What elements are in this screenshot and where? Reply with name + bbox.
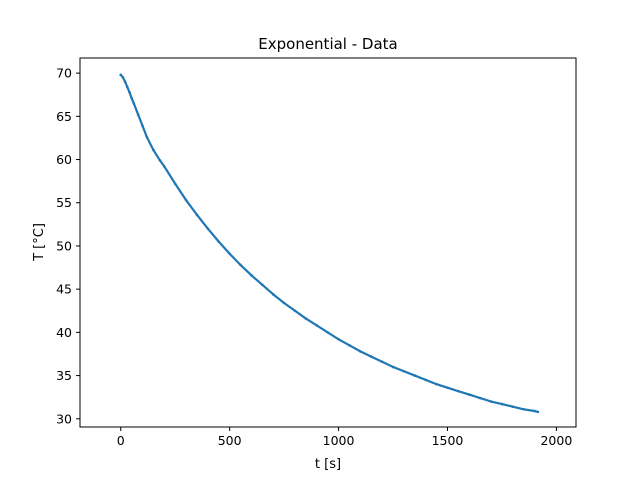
- data-point: [380, 360, 384, 364]
- y-tick-label: 65: [56, 109, 72, 124]
- data-point: [489, 400, 493, 403]
- series-layer: [119, 73, 540, 414]
- y-tick-label: 55: [56, 195, 72, 210]
- data-point: [348, 344, 351, 347]
- data-point: [125, 85, 129, 89]
- data-point: [369, 355, 373, 358]
- data-point: [435, 382, 438, 386]
- data-point: [261, 283, 264, 287]
- x-tick-label: 0: [117, 433, 125, 448]
- data-point: [271, 293, 275, 296]
- data-point: [446, 386, 449, 389]
- data-point: [522, 407, 526, 411]
- y-axis-label: T [°C]: [32, 223, 47, 262]
- data-point: [536, 410, 540, 414]
- data-point: [173, 182, 177, 186]
- data-point: [467, 393, 471, 396]
- y-tick-label: 70: [56, 66, 72, 81]
- data-point: [145, 135, 149, 139]
- x-tick-label: 1500: [432, 433, 464, 448]
- data-point: [121, 76, 125, 79]
- data-point: [326, 331, 329, 334]
- data-point: [402, 369, 406, 373]
- data-point: [123, 80, 127, 84]
- data-point: [424, 378, 428, 382]
- data-point: [132, 102, 136, 105]
- data-point: [184, 198, 188, 202]
- data-point: [478, 396, 482, 400]
- data-point: [391, 365, 395, 369]
- y-tick-label: 50: [56, 238, 72, 253]
- data-point: [533, 409, 536, 413]
- x-tick-label: 2000: [540, 433, 572, 448]
- data-point: [337, 337, 340, 341]
- data-point: [119, 73, 123, 77]
- data-point: [228, 252, 231, 256]
- data-point: [315, 324, 319, 327]
- data-point: [152, 148, 155, 152]
- data-point: [158, 159, 162, 162]
- plot-frame: [79, 57, 577, 428]
- data-point: [163, 165, 166, 168]
- x-axis: 0 500 1000 1500 2000: [117, 427, 572, 448]
- data-point: [128, 90, 131, 94]
- y-tick-label: 30: [56, 411, 72, 426]
- data-point: [413, 374, 417, 377]
- x-tick-label: 500: [218, 433, 242, 448]
- data-point: [457, 389, 460, 393]
- data-point: [239, 263, 242, 267]
- y-tick-label: 45: [56, 282, 72, 297]
- data-point: [130, 96, 133, 100]
- chart-title: Exponential - Data: [258, 35, 397, 53]
- data-point: [141, 124, 144, 128]
- data-point: [217, 240, 221, 243]
- data-point: [282, 301, 286, 305]
- data-point: [195, 213, 199, 217]
- data-point: [293, 309, 297, 313]
- y-axis: 30 35 40 45 50 55 60 65 70: [56, 66, 80, 426]
- y-tick-label: 40: [56, 325, 72, 340]
- series-line: [119, 74, 539, 413]
- data-point: [250, 274, 253, 277]
- x-tick-label: 1000: [323, 433, 355, 448]
- data-point: [206, 227, 210, 230]
- y-tick-label: 60: [56, 152, 72, 167]
- data-point: [304, 317, 308, 320]
- data-point: [359, 350, 362, 353]
- data-point: [511, 405, 515, 408]
- y-tick-label: 35: [56, 368, 72, 383]
- x-axis-label: t [s]: [315, 457, 341, 472]
- data-point: [500, 402, 504, 406]
- data-point: [136, 113, 140, 116]
